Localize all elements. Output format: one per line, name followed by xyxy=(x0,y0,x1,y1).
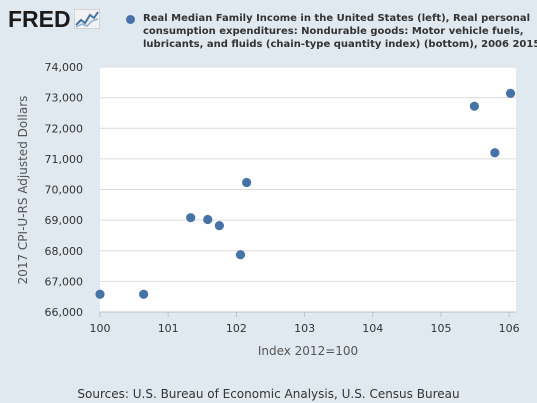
line-graph-icon xyxy=(73,9,100,29)
y-tick-label: 69,000 xyxy=(45,214,84,227)
x-tick-label: 100 xyxy=(90,322,111,335)
data-point[interactable] xyxy=(139,289,149,299)
data-point[interactable] xyxy=(203,214,213,225)
data-point[interactable] xyxy=(235,250,246,260)
y-tick-label: 71,000 xyxy=(45,153,84,166)
y-axis-tick-labels: 66,000 67,000 68,000 69,000 70,000 71,000 72,0… xyxy=(45,61,84,319)
chart-legend: Real Median Family Income in the United … xyxy=(126,12,537,51)
y-tick-label: 72,000 xyxy=(45,122,84,135)
fred-logo[interactable]: FRED xyxy=(8,7,100,31)
y-tick-label: 70,000 xyxy=(45,184,84,197)
x-axis-tick-labels: 100 101 102 103 104 105 106 xyxy=(90,322,520,335)
legend-marker xyxy=(126,15,135,24)
x-tick-label: 101 xyxy=(158,322,179,335)
y-tick-label: 74,000 xyxy=(45,61,84,74)
data-points xyxy=(95,88,516,299)
x-tick-label: 105 xyxy=(430,322,451,335)
x-axis-tick-marks xyxy=(99,312,510,317)
sources-note: Sources: U.S. Bureau of Economic Analysi… xyxy=(77,387,460,401)
y-tick-label: 73,000 xyxy=(45,92,84,105)
data-point[interactable] xyxy=(469,101,479,111)
data-point[interactable] xyxy=(242,177,252,188)
y-tick-label: 66,000 xyxy=(45,306,84,319)
data-point[interactable] xyxy=(95,289,105,299)
data-point[interactable] xyxy=(490,148,500,158)
fred-logo-text: FRED xyxy=(8,6,71,32)
data-point[interactable] xyxy=(214,221,224,231)
x-tick-label: 106 xyxy=(499,322,520,335)
data-point[interactable] xyxy=(186,213,196,223)
x-tick-label: 102 xyxy=(226,322,247,335)
legend-series-label: Real Median Family Income in the United … xyxy=(143,13,537,50)
y-axis-title: 2017 CPI-U-RS Adjusted Dollars xyxy=(16,96,30,285)
y-tick-label: 67,000 xyxy=(45,275,84,288)
x-axis-title: Index 2012=100 xyxy=(258,344,358,358)
y-tick-label: 68,000 xyxy=(45,245,84,258)
x-tick-label: 104 xyxy=(362,322,383,335)
data-point[interactable] xyxy=(505,88,516,98)
x-tick-label: 103 xyxy=(294,322,315,335)
